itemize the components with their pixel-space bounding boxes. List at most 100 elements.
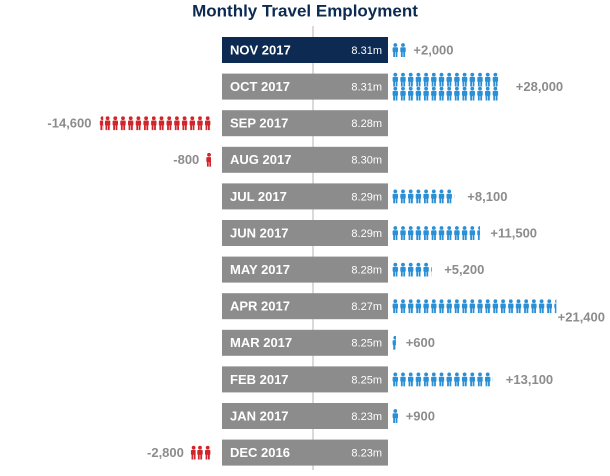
icon-head — [431, 226, 436, 230]
icon-leg — [449, 198, 452, 204]
person-icon — [400, 86, 406, 101]
person-icon — [531, 299, 537, 314]
icon-leg — [539, 308, 542, 314]
icon-leg — [102, 125, 104, 131]
month-box — [222, 37, 388, 63]
person-icon — [392, 72, 398, 87]
icon-leg — [408, 198, 411, 204]
person-icon — [190, 445, 196, 460]
icon-body — [438, 376, 445, 382]
change-icons — [392, 226, 481, 240]
icon-head — [432, 263, 436, 267]
person-icon — [415, 262, 422, 277]
icon-body — [400, 90, 406, 96]
icon-body — [454, 376, 460, 382]
person-icon — [415, 189, 422, 204]
icon-body — [174, 120, 180, 126]
change-label: -2,800 — [147, 445, 184, 460]
icon-leg — [488, 381, 490, 387]
icon-leg — [496, 381, 498, 386]
icon-leg — [416, 381, 419, 387]
icon-head — [485, 372, 490, 377]
icon-head — [478, 72, 482, 77]
icon-leg — [470, 381, 472, 387]
person-icon — [469, 72, 475, 87]
month-box — [222, 439, 388, 466]
icon-body — [492, 90, 499, 96]
person-icon — [515, 299, 522, 314]
icon-body — [423, 90, 429, 96]
icon-leg — [426, 308, 429, 314]
icon-head — [408, 226, 413, 230]
person-icon — [423, 372, 429, 387]
icon-head — [393, 226, 398, 230]
person-icon — [400, 226, 406, 240]
person-icon — [400, 43, 406, 57]
change-icons — [392, 335, 396, 350]
icon-body — [400, 266, 406, 272]
icon-head — [462, 226, 467, 230]
icon-body — [431, 76, 437, 82]
icon-head — [431, 372, 436, 377]
icon-leg — [470, 234, 472, 240]
icon-body — [546, 303, 552, 309]
icon-leg — [408, 308, 411, 314]
icon-body — [392, 230, 398, 236]
person-icon — [120, 116, 126, 131]
icon-head — [175, 116, 179, 121]
icon-body — [446, 376, 452, 382]
month-box — [222, 73, 388, 100]
icon-body — [400, 193, 406, 199]
month-box — [222, 110, 388, 137]
icon-leg — [531, 308, 534, 314]
change-label: -14,600 — [47, 116, 91, 131]
icon-body — [205, 449, 211, 455]
employment-label: 8.28m — [351, 118, 382, 130]
icon-leg — [439, 308, 442, 314]
person-icon — [438, 86, 445, 101]
icon-body — [423, 266, 429, 272]
icon-head — [455, 72, 459, 77]
icon-body — [392, 376, 398, 382]
change-label: +2,000 — [413, 42, 453, 57]
icon-leg — [208, 454, 210, 460]
icon-leg — [441, 381, 444, 387]
icon-head — [393, 409, 398, 413]
icon-leg — [518, 308, 521, 314]
icon-leg — [161, 125, 164, 131]
icon-head — [401, 189, 405, 194]
icon-leg — [393, 234, 395, 240]
icon-body — [166, 120, 172, 126]
employment-label: 8.28m — [351, 265, 382, 277]
change-label: +8,100 — [467, 189, 507, 204]
person-icon — [400, 299, 406, 314]
icon-leg — [416, 308, 419, 314]
person-icon — [158, 116, 165, 131]
icon-body — [392, 90, 398, 96]
icon-leg — [177, 125, 179, 131]
icon-leg — [418, 95, 421, 101]
icon-leg — [418, 271, 421, 277]
icon-leg — [426, 81, 429, 87]
icon-leg — [426, 234, 429, 240]
icon-body — [454, 194, 455, 199]
icon-head — [539, 299, 544, 304]
icon-head — [159, 116, 164, 121]
icon-head — [462, 299, 467, 304]
icon-leg — [395, 381, 398, 387]
icon-leg — [462, 234, 465, 240]
icon-head — [431, 86, 436, 91]
icon-leg — [123, 125, 126, 131]
icon-head — [408, 86, 413, 91]
icon-leg — [431, 81, 434, 87]
icon-body — [477, 90, 483, 96]
icon-leg — [393, 308, 395, 314]
icon-leg — [190, 125, 192, 131]
icon-head — [447, 189, 452, 194]
icon-body — [454, 230, 460, 236]
icon-head — [121, 116, 125, 121]
icon-body — [415, 76, 422, 82]
icon-body — [446, 90, 452, 96]
icon-body — [423, 376, 429, 382]
person-icon — [438, 372, 445, 387]
